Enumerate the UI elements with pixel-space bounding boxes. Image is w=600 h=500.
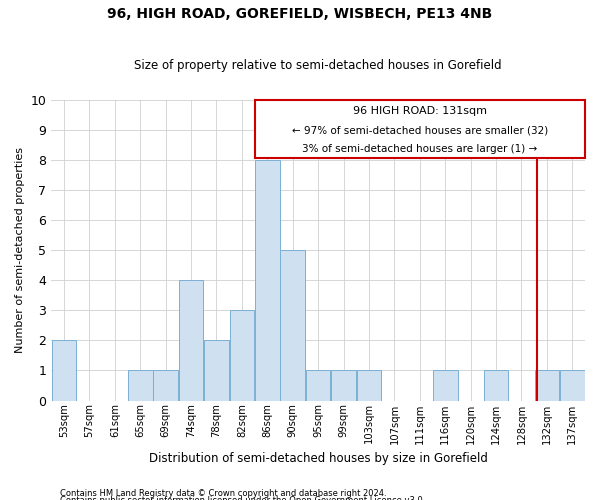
FancyBboxPatch shape [255,100,585,158]
Bar [52,340,76,400]
Text: 96, HIGH ROAD, GOREFIELD, WISBECH, PE13 4NB: 96, HIGH ROAD, GOREFIELD, WISBECH, PE13 … [107,8,493,22]
Text: 3% of semi-detached houses are larger (1) →: 3% of semi-detached houses are larger (1… [302,144,538,154]
Bar [535,370,559,400]
Bar [154,370,178,400]
Bar [255,160,280,400]
X-axis label: Distribution of semi-detached houses by size in Gorefield: Distribution of semi-detached houses by … [149,452,488,465]
Bar [128,370,152,400]
Bar [204,340,229,400]
Text: 96 HIGH ROAD: 131sqm: 96 HIGH ROAD: 131sqm [353,106,487,117]
Bar [484,370,508,400]
Y-axis label: Number of semi-detached properties: Number of semi-detached properties [15,147,25,353]
Bar [306,370,331,400]
Text: ← 97% of semi-detached houses are smaller (32): ← 97% of semi-detached houses are smalle… [292,126,548,136]
Text: Contains public sector information licensed under the Open Government Licence v3: Contains public sector information licen… [60,496,425,500]
Bar [433,370,458,400]
Bar [230,310,254,400]
Title: Size of property relative to semi-detached houses in Gorefield: Size of property relative to semi-detach… [134,59,502,72]
Text: Contains HM Land Registry data © Crown copyright and database right 2024.: Contains HM Land Registry data © Crown c… [60,488,386,498]
Bar [331,370,356,400]
Bar [280,250,305,400]
Bar [560,370,584,400]
Bar [179,280,203,400]
Bar [356,370,382,400]
